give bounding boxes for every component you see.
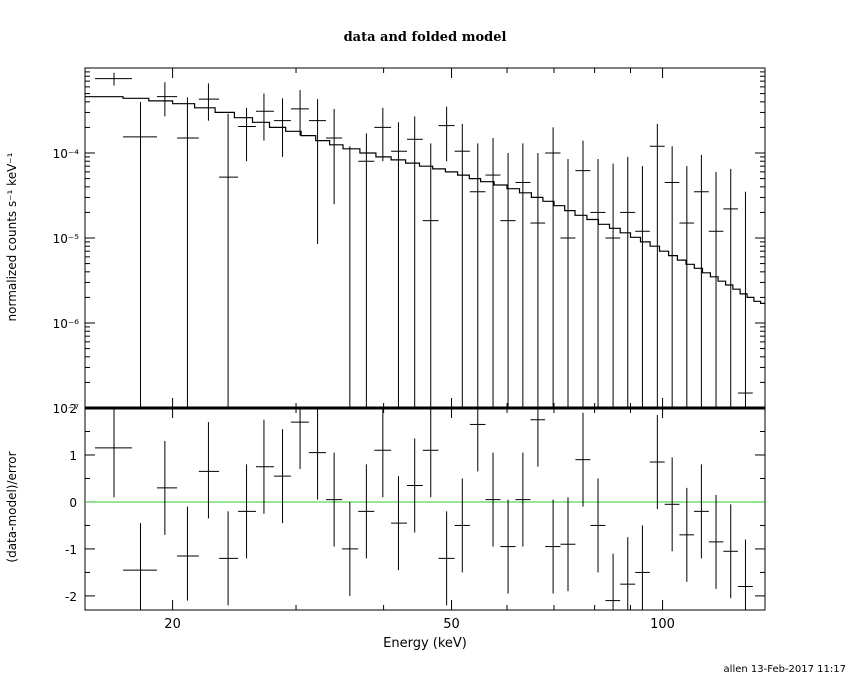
bottom-y-tick-label: 2 xyxy=(69,402,77,416)
top-y-tick-label: 10⁻⁶ xyxy=(53,317,80,331)
bottom-y-tick-label: 1 xyxy=(69,449,77,463)
top-y-tick-label: 10⁻⁷ xyxy=(53,402,80,416)
chart-title: data and folded model xyxy=(343,30,507,45)
top-y-tick-label: 10⁻⁴ xyxy=(53,147,80,161)
top-y-axis-label: normalized counts s⁻¹ keV⁻¹ xyxy=(5,152,19,322)
x-tick-label: 100 xyxy=(650,617,675,632)
top-y-tick-label: 10⁻⁵ xyxy=(53,232,80,246)
x-axis-label: Energy (keV) xyxy=(383,636,467,651)
x-tick-label: 20 xyxy=(164,617,181,632)
bottom-y-tick-label: -2 xyxy=(65,590,77,604)
x-tick-label: 50 xyxy=(443,617,460,632)
bottom-y-axis-label: (data-model)/error xyxy=(5,451,19,563)
footer-stamp: allen 13-Feb-2017 11:17 xyxy=(723,664,846,675)
bottom-y-tick-label: -1 xyxy=(65,543,77,557)
model-step-line xyxy=(85,96,765,304)
bottom-y-tick-label: 0 xyxy=(69,496,77,510)
